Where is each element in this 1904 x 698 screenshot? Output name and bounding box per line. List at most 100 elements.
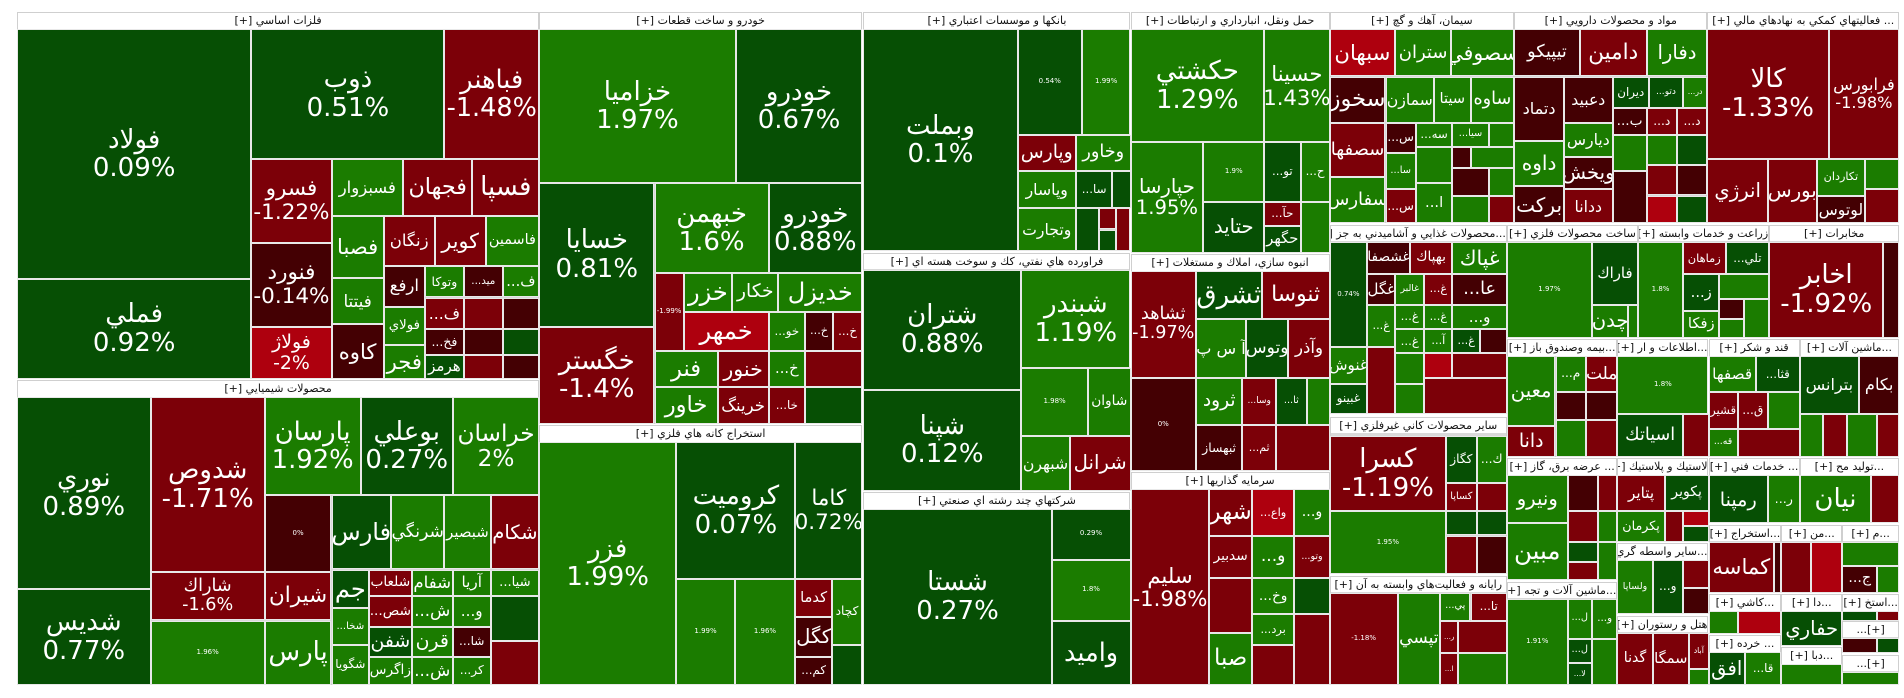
stock-tile[interactable]: ديران: [1612, 76, 1650, 109]
stock-tile[interactable]: ...غ: [1367, 304, 1396, 348]
sector-header[interactable]: ...محصولات غذايي و آشاميدني به جز [+]: [1330, 225, 1506, 242]
sector-header[interactable]: ...استخراج [+]: [1709, 525, 1781, 542]
stock-tile[interactable]: شديس 0.77%: [17, 588, 151, 685]
stock-tile[interactable]: [1822, 414, 1847, 457]
stock-tile[interactable]: [1683, 587, 1709, 615]
stock-tile[interactable]: ...سيا: [1452, 122, 1489, 147]
stock-tile[interactable]: دفارا: [1646, 29, 1708, 77]
stock-tile[interactable]: [1458, 620, 1507, 654]
stock-tile[interactable]: ...واع: [1251, 489, 1295, 536]
stock-tile[interactable]: پكرمان: [1617, 511, 1665, 542]
stock-tile[interactable]: سصوفي: [1451, 29, 1515, 77]
stock-tile[interactable]: فارس: [331, 495, 391, 570]
stock-tile[interactable]: ...غ: [1452, 329, 1481, 354]
stock-tile[interactable]: ...شص: [369, 596, 412, 627]
stock-tile[interactable]: سبهان: [1329, 29, 1396, 77]
sector-header[interactable]: محصولات شيميايي [+]: [18, 381, 539, 397]
sector-header[interactable]: شركتهاي چند رشته اي صنعتي [+]: [864, 492, 1130, 509]
stock-tile[interactable]: [1842, 610, 1878, 621]
stock-tile[interactable]: فسرو -1.22%: [251, 159, 332, 243]
stock-tile[interactable]: [1112, 171, 1131, 208]
stock-tile[interactable]: [1768, 392, 1800, 429]
stock-tile[interactable]: [1612, 134, 1647, 172]
stock-tile[interactable]: ...و: [1452, 304, 1507, 330]
stock-tile[interactable]: ...ا: [1440, 653, 1459, 685]
stock-tile[interactable]: زماهان: [1683, 241, 1726, 275]
stock-tile[interactable]: فجهان: [403, 159, 473, 217]
stock-tile[interactable]: سمگا: [1652, 632, 1690, 685]
stock-tile[interactable]: [1737, 428, 1800, 457]
stock-tile[interactable]: ...خ: [805, 312, 834, 351]
stock-tile[interactable]: خرينگ: [717, 387, 769, 424]
stock-tile[interactable]: اخابر -1.92%: [1769, 241, 1884, 338]
stock-tile[interactable]: فرابورس -1.98%: [1828, 29, 1900, 160]
stock-tile[interactable]: ...قثا: [1755, 355, 1800, 393]
stock-tile[interactable]: فولاي: [383, 307, 425, 345]
stock-tile[interactable]: وآذر: [1288, 319, 1330, 378]
stock-tile[interactable]: [1251, 644, 1295, 685]
stock-tile[interactable]: [1865, 159, 1900, 190]
stock-tile[interactable]: [1865, 189, 1900, 224]
stock-tile[interactable]: خگستر -1.4%: [539, 326, 655, 424]
stock-tile[interactable]: ...خ: [768, 350, 806, 388]
stock-tile[interactable]: [1774, 541, 1782, 593]
stock-tile[interactable]: گدنا: [1617, 632, 1653, 685]
stock-tile[interactable]: ...غ: [1424, 304, 1453, 330]
stock-tile[interactable]: ...حآ: [1264, 201, 1301, 226]
stock-tile[interactable]: سليم -1.98%: [1130, 489, 1210, 685]
stock-tile[interactable]: صبا: [1209, 632, 1252, 685]
stock-tile[interactable]: ...ف: [425, 297, 464, 330]
stock-tile[interactable]: [1098, 229, 1116, 252]
stock-tile[interactable]: ...برد: [1251, 614, 1295, 645]
stock-tile[interactable]: دانا: [1506, 426, 1556, 457]
stock-tile[interactable]: ...ز: [1683, 274, 1720, 311]
stock-tile[interactable]: بركت: [1514, 185, 1564, 224]
sector-header[interactable]: خودرو و ساخت قطعات [+]: [540, 13, 862, 29]
stock-tile[interactable]: ثشرق: [1196, 270, 1262, 320]
stock-tile[interactable]: ...شا: [452, 626, 491, 657]
stock-tile[interactable]: واميد: [1051, 620, 1131, 685]
stock-tile[interactable]: [1877, 414, 1900, 457]
stock-tile[interactable]: 1.9%: [1203, 142, 1265, 202]
stock-tile[interactable]: [1737, 610, 1782, 634]
stock-tile[interactable]: ...ش: [411, 656, 453, 685]
stock-tile[interactable]: ...شخا: [331, 608, 370, 645]
stock-tile[interactable]: زفكا: [1683, 310, 1720, 338]
stock-tile[interactable]: [1708, 610, 1738, 634]
stock-tile[interactable]: [502, 329, 540, 355]
stock-tile[interactable]: [1458, 653, 1507, 685]
stock-tile[interactable]: انرژي: [1707, 159, 1768, 224]
stock-tile[interactable]: ...ب: [1612, 108, 1647, 135]
stock-tile[interactable]: وتوس: [1245, 319, 1289, 378]
sector-header[interactable]: قند و شكر [+]: [1709, 339, 1799, 356]
stock-tile[interactable]: خديزل: [778, 273, 863, 313]
sector-header[interactable]: ...دا [+]: [1782, 594, 1842, 611]
stock-tile[interactable]: ...ح: [1300, 142, 1330, 202]
stock-tile[interactable]: بكام: [1859, 355, 1900, 415]
stock-tile[interactable]: [1488, 122, 1515, 147]
stock-tile[interactable]: داوه: [1514, 140, 1564, 186]
stock-tile[interactable]: ...در: [1683, 76, 1708, 109]
stock-tile[interactable]: [1846, 414, 1878, 457]
stock-tile[interactable]: [463, 329, 503, 355]
stock-tile[interactable]: پكوير: [1664, 474, 1709, 512]
stock-tile[interactable]: [1877, 637, 1900, 654]
stock-tile[interactable]: ...م: [1555, 355, 1586, 393]
stock-tile[interactable]: 1.98%: [1021, 367, 1088, 436]
stock-tile[interactable]: [1689, 669, 1709, 685]
stock-tile[interactable]: چدن: [1591, 304, 1629, 338]
stock-tile[interactable]: [1488, 195, 1515, 224]
stock-tile[interactable]: [1446, 535, 1477, 575]
stock-tile[interactable]: 1.96%: [734, 579, 796, 685]
stock-tile[interactable]: ...آ: [1424, 329, 1453, 354]
sector-header[interactable]: سرمايه گذاريها [+]: [1131, 473, 1329, 490]
stock-tile[interactable]: ...و: [1652, 559, 1683, 615]
stock-tile[interactable]: جم: [331, 569, 370, 609]
stock-tile[interactable]: ...شيا: [490, 569, 540, 597]
stock-tile[interactable]: [1555, 392, 1586, 421]
stock-tile[interactable]: [1646, 134, 1677, 166]
sector-header[interactable]: ...ماشين آلات [+]: [1800, 339, 1899, 356]
stock-tile[interactable]: افق: [1708, 652, 1745, 685]
stock-tile[interactable]: 0.54%: [1017, 29, 1082, 135]
stock-tile[interactable]: [1567, 511, 1598, 542]
